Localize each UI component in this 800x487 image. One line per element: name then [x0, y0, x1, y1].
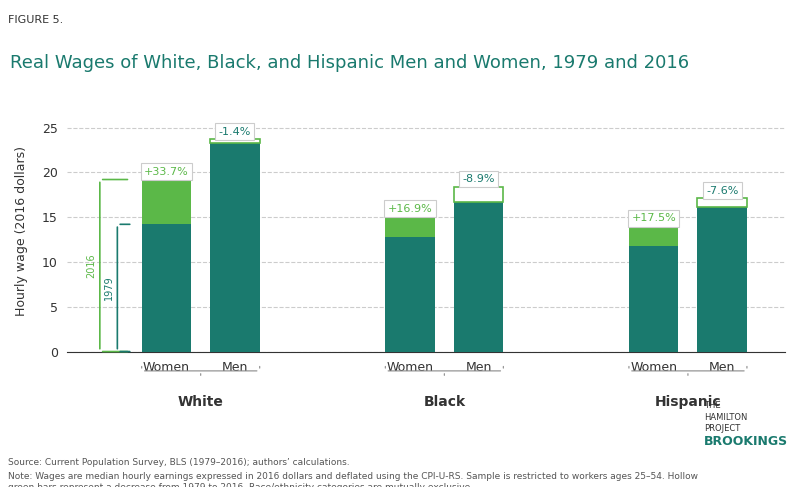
Bar	[454, 187, 503, 202]
Text: Note: Wages are median hourly earnings expressed in 2016 dollars and deflated us: Note: Wages are median hourly earnings e…	[8, 472, 698, 487]
Text: Hispanic: Hispanic	[654, 395, 722, 409]
Bar	[386, 237, 435, 352]
Text: 2016: 2016	[86, 253, 96, 278]
Bar	[698, 207, 747, 352]
Text: Real Wages of White, Black, and Hispanic Men and Women, 1979 and 2016: Real Wages of White, Black, and Hispanic…	[10, 54, 690, 72]
Text: White: White	[178, 395, 224, 409]
Bar	[210, 139, 260, 143]
Text: -8.9%: -8.9%	[462, 174, 495, 184]
Bar	[386, 216, 435, 237]
Y-axis label: Hourly wage (2016 dollars): Hourly wage (2016 dollars)	[15, 146, 28, 316]
Bar	[142, 180, 191, 225]
Text: 1979: 1979	[103, 276, 114, 300]
Bar	[454, 202, 503, 352]
Text: -1.4%: -1.4%	[218, 127, 251, 136]
Text: +33.7%: +33.7%	[144, 167, 189, 177]
Bar	[629, 226, 678, 246]
Text: BROOKINGS: BROOKINGS	[704, 435, 788, 448]
Bar	[629, 246, 678, 352]
Text: +16.9%: +16.9%	[388, 204, 433, 214]
Bar	[210, 143, 260, 352]
Text: -7.6%: -7.6%	[706, 186, 738, 196]
Text: Black: Black	[423, 395, 466, 409]
Text: Source: Current Population Survey, BLS (1979–2016); authors’ calculations.: Source: Current Population Survey, BLS (…	[8, 458, 350, 467]
Text: +17.5%: +17.5%	[631, 213, 676, 224]
Text: FIGURE 5.: FIGURE 5.	[8, 15, 63, 25]
Bar	[142, 225, 191, 352]
Text: THE
HAMILTON
PROJECT: THE HAMILTON PROJECT	[704, 401, 747, 433]
Bar	[698, 198, 747, 207]
